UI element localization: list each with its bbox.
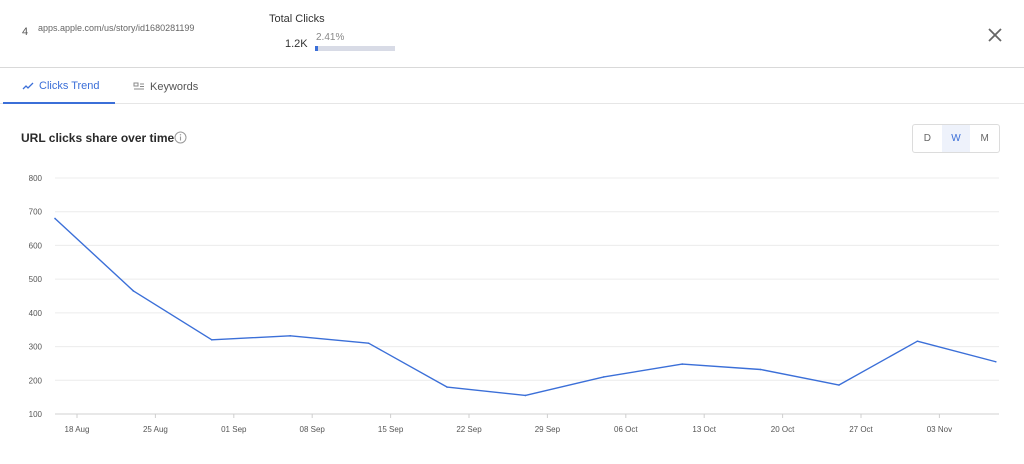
x-tick-label: 18 Aug bbox=[65, 425, 90, 434]
tab-clicks-trend-label: Clicks Trend bbox=[39, 79, 100, 92]
y-tick-label: 700 bbox=[29, 208, 43, 217]
x-tick-label: 22 Sep bbox=[456, 425, 482, 434]
tab-keywords-label: Keywords bbox=[150, 80, 199, 93]
clicks-line-chart: 100 200 300 400 500 600 700 800 18 Aug 25 Aug 01 S… bbox=[29, 174, 999, 434]
data-point bbox=[838, 384, 840, 386]
tab-bar: Clicks Trend Keywords bbox=[0, 69, 1024, 104]
keywords-icon bbox=[133, 82, 144, 89]
data-point bbox=[446, 386, 448, 388]
tab-clicks-trend[interactable]: Clicks Trend bbox=[3, 69, 115, 104]
x-tick-label: 03 Nov bbox=[927, 425, 952, 434]
period-month-button[interactable]: M bbox=[980, 133, 989, 144]
total-clicks-label: Total Clicks bbox=[269, 13, 325, 25]
share-progress-fill bbox=[315, 46, 318, 51]
share-progress-bar bbox=[315, 46, 395, 51]
y-tick-label: 800 bbox=[29, 174, 43, 183]
chart-title: URL clicks share over time bbox=[21, 131, 175, 145]
trend-icon bbox=[22, 82, 34, 89]
share-percent: 2.41% bbox=[316, 32, 345, 43]
total-clicks-value: 1.2K bbox=[285, 38, 308, 50]
period-day-button[interactable]: D bbox=[923, 133, 931, 144]
info-icon[interactable] bbox=[174, 131, 187, 144]
data-point bbox=[289, 334, 292, 337]
data-point bbox=[681, 363, 683, 365]
url-text[interactable]: apps.apple.com/us/story/id1680281199 bbox=[38, 23, 195, 33]
x-tick-label: 08 Sep bbox=[300, 425, 326, 434]
period-week-button[interactable]: W bbox=[941, 125, 971, 152]
data-point bbox=[603, 376, 605, 378]
x-tick-label: 29 Sep bbox=[535, 425, 561, 434]
x-tick-label: 15 Sep bbox=[378, 425, 404, 434]
data-point bbox=[132, 290, 135, 292]
y-tick-label: 500 bbox=[29, 275, 43, 284]
data-point bbox=[524, 394, 527, 397]
url-header: 4 apps.apple.com/us/story/id1680281199 T… bbox=[0, 0, 1024, 68]
x-tick-label: 20 Oct bbox=[771, 425, 795, 434]
data-point bbox=[916, 340, 919, 342]
y-tick-label: 100 bbox=[29, 410, 43, 419]
data-point bbox=[211, 339, 213, 341]
y-tick-label: 200 bbox=[29, 376, 43, 385]
y-tick-label: 600 bbox=[29, 241, 43, 250]
data-point bbox=[759, 368, 762, 371]
data-point bbox=[54, 217, 56, 220]
x-tick-label: 13 Oct bbox=[692, 425, 716, 434]
close-icon bbox=[988, 28, 1002, 42]
y-tick-label: 300 bbox=[29, 343, 43, 352]
x-tick-label: 27 Oct bbox=[849, 425, 873, 434]
x-tick-label: 01 Sep bbox=[221, 425, 247, 434]
x-tick-label: 25 Aug bbox=[143, 425, 168, 434]
y-tick-label: 400 bbox=[29, 309, 43, 318]
x-tick-label: 06 Oct bbox=[614, 425, 638, 434]
rank-number: 4 bbox=[22, 26, 29, 38]
period-toggle: D W M bbox=[912, 124, 1000, 153]
tab-keywords[interactable]: Keywords bbox=[133, 69, 198, 104]
data-point bbox=[367, 342, 370, 344]
close-button[interactable] bbox=[986, 26, 1004, 44]
data-point bbox=[995, 360, 997, 363]
